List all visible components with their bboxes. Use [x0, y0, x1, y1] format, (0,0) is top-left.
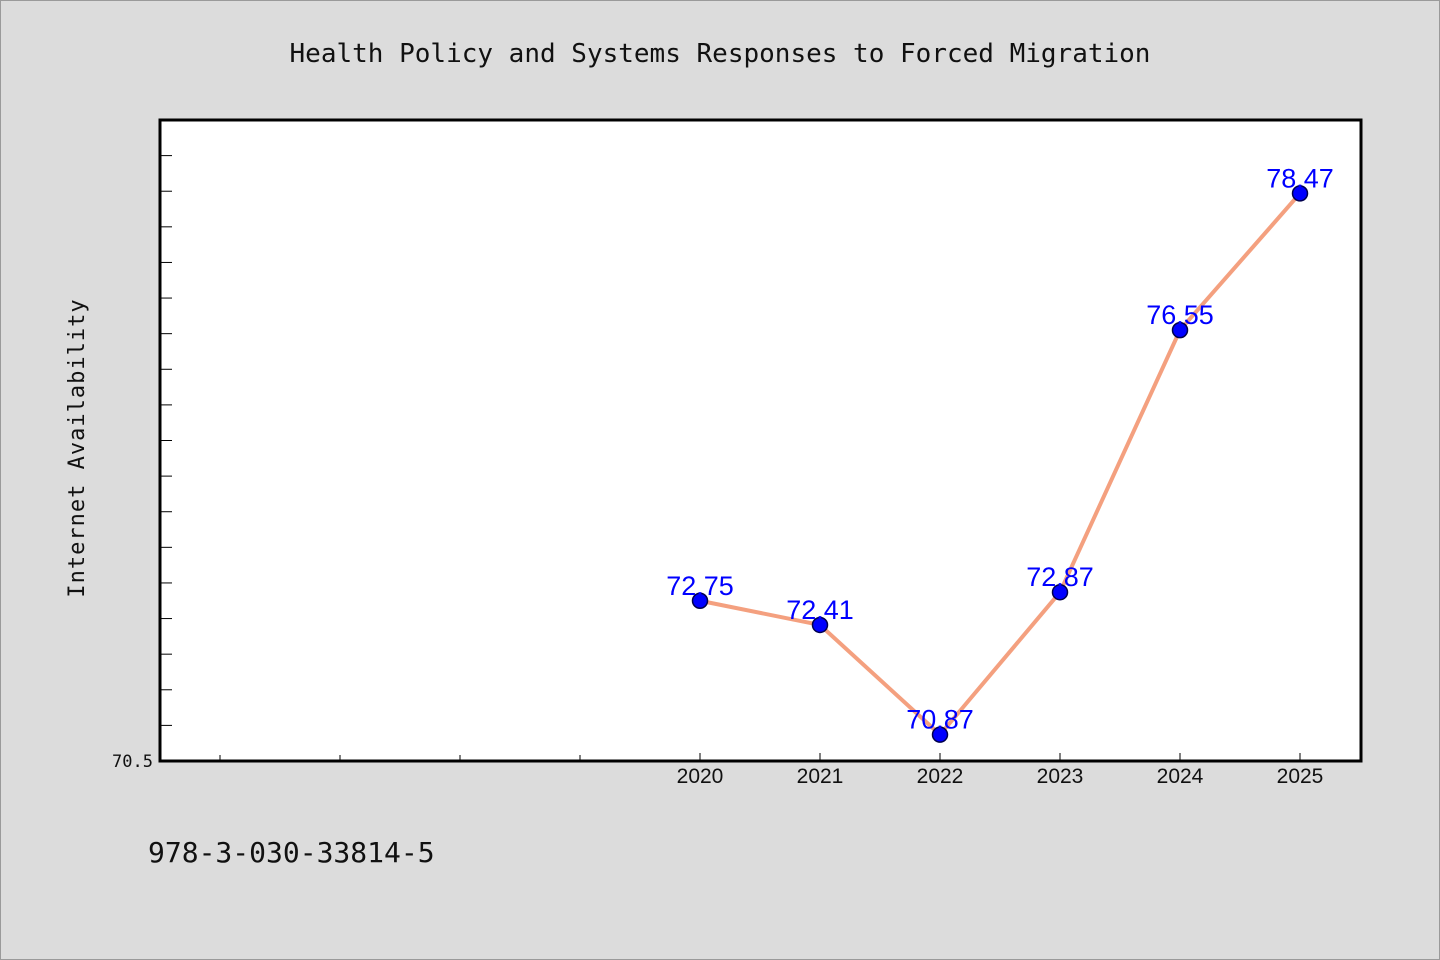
y-minor-ticks — [160, 155, 172, 726]
x-tick-labels: 2020 2021 2022 2023 2024 2025 — [677, 753, 1324, 788]
data-point — [1291, 185, 1309, 202]
x-tick-label: 2020 — [677, 765, 724, 788]
plot-area — [160, 120, 1361, 761]
data-label: 72.41 — [786, 595, 854, 625]
x-tick-label: 2025 — [1277, 765, 1324, 788]
chart-title: Health Policy and Systems Responses to F… — [290, 39, 1151, 69]
x-tick-label: 2023 — [1037, 765, 1084, 788]
data-point — [691, 592, 709, 609]
y-tick-label: 70.5 — [112, 752, 153, 772]
data-label: 76.55 — [1146, 300, 1214, 330]
plot-frame — [158, 118, 1363, 763]
data-point — [931, 726, 949, 743]
x-tick-label: 2022 — [917, 765, 964, 788]
x-tick-label: 2024 — [1157, 765, 1204, 788]
data-label: 72.75 — [666, 571, 734, 601]
data-label: 78.47 — [1266, 163, 1334, 193]
data-label: 70.87 — [906, 705, 974, 735]
series-line — [698, 191, 1302, 737]
data-point — [1051, 583, 1069, 601]
data-label: 72.87 — [1026, 562, 1094, 592]
data-markers — [691, 185, 1309, 743]
data-point — [811, 616, 829, 634]
isbn-text: 978-3-030-33814-5 — [148, 836, 435, 869]
data-labels: 72.75 72.41 70.87 72.87 76.55 78.47 — [666, 163, 1334, 734]
y-tick-labels: 70.5 — [112, 752, 153, 772]
y-axis-label: Internet Availability — [65, 298, 90, 597]
x-tick-label: 2021 — [797, 765, 844, 788]
data-point — [1171, 321, 1189, 339]
